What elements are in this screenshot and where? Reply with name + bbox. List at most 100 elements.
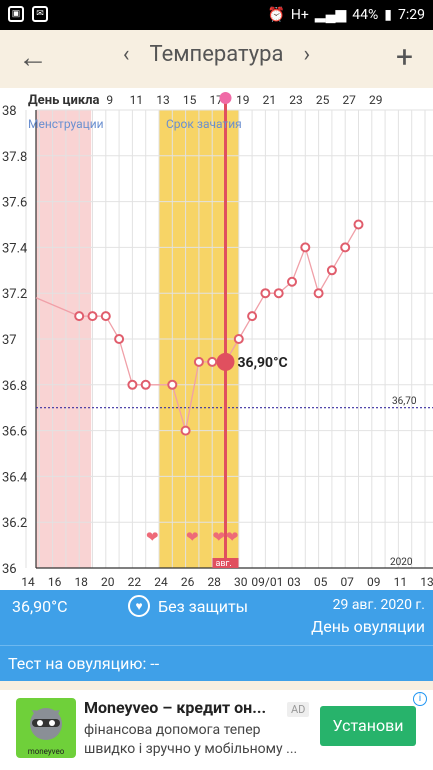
y-tick-label: 37.6 <box>2 196 27 211</box>
heart-icon[interactable]: ❤ <box>213 528 226 546</box>
temperature-point[interactable] <box>180 425 191 436</box>
date-tick: 13 <box>420 575 433 589</box>
add-icon[interactable]: + <box>395 40 413 75</box>
cycle-day-tick: 13 <box>156 93 170 107</box>
cycle-day-tick: 11 <box>130 93 144 107</box>
temperature-point[interactable] <box>233 334 244 344</box>
y-tick-label: 36.8 <box>2 379 27 394</box>
temperature-point[interactable] <box>287 276 297 287</box>
date-tick: 05 <box>314 575 328 589</box>
y-tick-label: 38 <box>2 104 17 119</box>
year-label: 2020 <box>390 557 413 568</box>
heart-icon: ♥ <box>128 595 150 617</box>
network-type: H+ <box>290 6 309 23</box>
temperature-point[interactable] <box>326 265 337 276</box>
ad-brand: moneyveo <box>28 747 65 756</box>
y-tick-label: 36 <box>2 562 17 577</box>
raccoon-logo-icon: moneyveo <box>28 708 65 756</box>
temperature-point[interactable] <box>100 311 111 322</box>
temperature-point[interactable] <box>87 311 98 322</box>
selected-day-handle[interactable] <box>219 92 232 104</box>
date-tick: 03 <box>287 575 301 589</box>
ad-description: фінансова допомога тепер швидко і зручно… <box>84 722 298 757</box>
selected-temperature-point[interactable] <box>216 352 235 371</box>
selected-temp-label: 36,90°C <box>238 355 288 371</box>
reference-line-label: 36,70 <box>392 396 417 407</box>
temperature-point[interactable] <box>74 311 85 322</box>
cycle-day-label: День цикла <box>28 93 100 108</box>
info-bar[interactable]: 36,90°C ♥ Без защиты 29 авг. 2020 г. Ден… <box>0 590 433 645</box>
page-title: Температура <box>149 42 284 67</box>
install-button[interactable]: Установи <box>320 706 416 746</box>
temperature-chart[interactable]: 38 37.8 37.6 37.4 37.2 37 36.8 36.6 36.4 36.2 36 9… <box>0 88 433 590</box>
temperature-point[interactable] <box>114 334 125 344</box>
temperature-point[interactable] <box>313 288 324 299</box>
header: ← ‹ Температура › + <box>0 30 433 88</box>
y-tick-label: 36.6 <box>2 425 27 440</box>
y-tick-label: 37 <box>2 333 17 348</box>
date-tick: 28 <box>207 575 221 589</box>
battery-level: 44% <box>352 6 379 23</box>
battery-icon: ▮ <box>384 6 392 23</box>
date-tick: 22 <box>128 575 142 589</box>
heart-icon[interactable]: ❤ <box>146 528 159 546</box>
y-tick-label: 37.2 <box>2 287 27 302</box>
gallery-icon: ▣ <box>8 6 24 22</box>
cycle-day-tick: 9 <box>106 93 113 107</box>
date-tick: 24 <box>154 575 168 589</box>
protection-label: Без защиты <box>158 596 249 616</box>
y-tick-label: 37.8 <box>2 150 27 165</box>
alarm-icon: ⏰ <box>267 6 285 23</box>
ad-badge: AD <box>287 702 310 717</box>
date-tick: 07 <box>340 575 354 589</box>
temperature-point[interactable] <box>353 219 364 230</box>
date-tick: 09 <box>367 575 381 589</box>
temperature-point[interactable] <box>193 356 204 367</box>
date-tick: 11 <box>394 575 408 589</box>
temperature-point[interactable] <box>300 242 311 253</box>
ad-title[interactable]: Moneyveo – кредит он... <box>84 698 267 717</box>
heart-icon[interactable]: ❤ <box>186 528 199 546</box>
y-tick-label: 36.4 <box>2 470 28 485</box>
info-temperature: 36,90°C <box>12 597 68 616</box>
temperature-point[interactable] <box>260 288 271 299</box>
date-tick: 20 <box>101 575 115 589</box>
ad-banner[interactable]: moneyveo Moneyveo – кредит он... AD фіна… <box>0 690 433 770</box>
cycle-day-tick: 15 <box>183 93 197 107</box>
temperature-point[interactable] <box>340 242 351 253</box>
temperature-point[interactable] <box>247 311 258 322</box>
chart-svg[interactable]: 38 37.8 37.6 37.4 37.2 37 36.8 36.6 36.4 36.2 36 9… <box>0 88 433 590</box>
notification-icon: ✉ <box>32 6 48 22</box>
temperature-point[interactable] <box>207 356 218 367</box>
period-label: Менструации <box>28 117 104 131</box>
date-tick: 09/01 <box>251 575 283 589</box>
protection-status[interactable]: ♥ Без защиты <box>128 595 248 617</box>
temperature-point[interactable] <box>127 379 138 390</box>
next-chevron-icon[interactable]: › <box>303 42 311 67</box>
info-day-type: День овуляции <box>311 617 425 636</box>
clock: 7:29 <box>398 6 425 23</box>
ovulation-test-row[interactable]: Тест на овуляцию: -- <box>0 645 433 681</box>
cycle-day-tick: 21 <box>263 93 277 107</box>
series-line-prev <box>35 297 80 317</box>
ad-info-icon[interactable]: i <box>413 692 427 706</box>
date-tick: 16 <box>48 575 62 589</box>
cycle-day-tick: 27 <box>342 93 356 107</box>
prev-chevron-icon[interactable]: ‹ <box>122 42 130 67</box>
cycle-day-tick: 23 <box>289 93 303 107</box>
fertile-window-label: Срок зачатия <box>166 117 242 131</box>
temperature-point[interactable] <box>167 379 178 390</box>
temperature-point[interactable] <box>273 288 284 299</box>
temperature-point[interactable] <box>140 379 151 390</box>
ad-logo[interactable]: moneyveo <box>16 698 76 758</box>
date-tick: 14 <box>21 575 35 589</box>
back-arrow-icon[interactable]: ← <box>18 40 48 75</box>
info-date: 29 авг. 2020 г. <box>332 597 425 613</box>
month-marker: авг. <box>216 559 232 569</box>
cycle-day-tick: 19 <box>236 93 250 107</box>
status-bar: ▣ ✉ ⏰ H+ ▂▄▆ 44% ▮ 7:29 <box>0 0 433 30</box>
y-tick-label: 36.2 <box>2 516 27 531</box>
heart-icon[interactable]: ❤ <box>226 528 239 546</box>
date-tick: 30 <box>234 575 248 589</box>
y-tick-label: 37.4 <box>2 241 28 256</box>
